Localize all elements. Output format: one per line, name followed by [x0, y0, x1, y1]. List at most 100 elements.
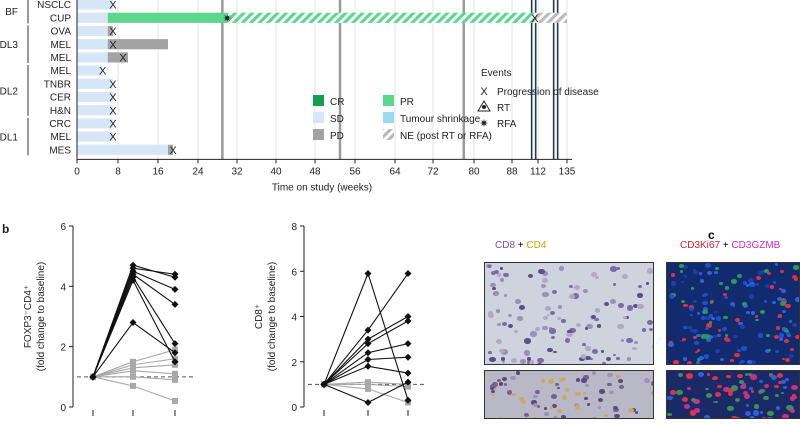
bar-0-seg-0	[77, 0, 113, 10]
if-image-top-cell	[696, 333, 701, 338]
legend-swatch-4	[383, 112, 394, 123]
ihc-image-top-cell	[601, 361, 606, 364]
if-image-bottom-cell	[762, 395, 769, 401]
ihc-image-top-cell	[493, 291, 499, 296]
if-image-bottom-cell	[744, 411, 751, 417]
ihc-image-bottom-cell	[492, 382, 499, 388]
ihc-image-top-cell	[547, 347, 554, 353]
if-image-top-cell	[724, 286, 729, 290]
b2-series-7-point-1	[364, 349, 372, 357]
if-image-bottom-cell	[692, 398, 700, 405]
ihc-image-top-cell	[582, 342, 586, 346]
if-image-top-cell	[692, 268, 697, 272]
ihc-image-top-cell	[626, 338, 633, 344]
if-image-top-cell	[748, 277, 754, 283]
ihc-image-top-cell	[493, 270, 499, 275]
if-image-top-cell	[759, 309, 765, 314]
ihc-image-top-cell	[541, 271, 548, 276]
ihc-image-bottom-cell	[619, 384, 625, 389]
panel-b-letter: b	[2, 222, 9, 236]
if-image-top-cell	[750, 283, 755, 288]
ihc-image-top-cell	[538, 269, 545, 275]
if-image-top-cell	[755, 282, 759, 286]
ihc-image-top-cell	[567, 329, 572, 333]
if-image-top-cell	[679, 264, 684, 268]
ihc-image-bottom-cell	[504, 383, 508, 386]
bar-1-seg-2	[227, 12, 535, 23]
ihc-image-top-cell	[636, 293, 643, 298]
if-image-bottom	[666, 370, 800, 419]
if-image-top-cell	[729, 301, 735, 307]
ihc-image-top-cell	[536, 363, 542, 364]
if-image-bottom-cell	[681, 397, 688, 402]
ihc-image-bottom-cell	[543, 411, 550, 417]
row-label-1: CUP	[50, 13, 71, 24]
ihc-image-bottom-cell	[521, 400, 526, 404]
ihc-image-top-cell	[616, 357, 620, 361]
ihc-image-top-cell	[519, 305, 526, 310]
if-image-bottom-cell	[759, 388, 765, 393]
ihc-image-bottom-cell	[634, 410, 639, 414]
if-image-top-cell	[777, 296, 783, 301]
ihc-image-top-cell	[641, 328, 647, 333]
bar-2-seg-1	[107, 25, 113, 37]
if-image-top-cell	[681, 299, 686, 304]
ihc-image-bottom-cell	[506, 390, 513, 395]
if-image-top-cell	[711, 316, 716, 321]
row-label-5: MEL	[50, 66, 71, 77]
b1-series-7-point-2	[171, 270, 179, 278]
group-label-1: DL3	[0, 40, 18, 51]
event-2-0: X	[109, 26, 117, 38]
if-image-top-cell	[714, 348, 721, 354]
ihc-image-bottom-cell	[533, 394, 539, 399]
if-image-bottom-cell	[791, 384, 799, 391]
if-image-bottom-cell	[678, 372, 684, 377]
if-image-bottom-cell	[694, 408, 700, 413]
left-title-part-2: +	[515, 240, 527, 251]
b1-y-title: FOXP3⁻CD4⁺	[23, 285, 34, 348]
ihc-image-bottom-cell	[651, 381, 653, 386]
legend-event-label-1: RT	[497, 103, 510, 114]
ihc-image-top-cell	[616, 266, 620, 270]
ihc-image-bottom	[484, 370, 654, 419]
ihc-image-top-cell	[487, 313, 494, 319]
if-image-top-cell	[700, 316, 706, 320]
if-image-top-cell	[785, 358, 791, 363]
if-image-top-cell	[747, 359, 753, 364]
if-image-top-cell	[701, 300, 707, 305]
ihc-image-top-cell	[500, 357, 505, 361]
bar-5-seg-0	[77, 65, 103, 76]
ihc-image-top-cell	[637, 304, 644, 310]
if-image-bottom-cell	[726, 374, 732, 379]
ihc-image-top-cell	[499, 349, 505, 354]
b2-series-6-point-2	[404, 317, 412, 325]
if-image-bottom-cell	[778, 381, 782, 385]
if-image-bottom-cell	[686, 373, 694, 379]
ihc-image-top-cell	[526, 361, 530, 364]
legend-swatch-2	[313, 129, 324, 140]
x-tick-label-7: 56	[349, 166, 361, 177]
if-image-top-cell	[722, 315, 728, 320]
if-image-bottom-cell	[717, 385, 722, 389]
ihc-image-top-cell	[514, 299, 521, 304]
ihc-image-top-cell	[529, 360, 534, 364]
ihc-image-top-cell	[566, 331, 574, 338]
if-image-top-cell	[790, 348, 794, 351]
if-image-bottom-cell	[691, 398, 696, 402]
legend-label-4: Tumour shrinkage	[400, 114, 481, 125]
ihc-image-top-cell	[551, 290, 557, 294]
b2-series-9-point-1	[364, 362, 372, 370]
ihc-image-top-cell	[568, 294, 575, 300]
legend-event-label-2: RFA	[497, 119, 517, 130]
legend-label-2: PD	[330, 131, 344, 142]
if-image-bottom-cell	[793, 395, 798, 399]
ihc-image-top-cell	[496, 309, 501, 313]
x-tick-label-1: 8	[115, 166, 121, 177]
if-image-top-cell	[742, 281, 748, 285]
panel-c-letter-text: c	[708, 228, 715, 242]
if-image-top-cell	[670, 281, 677, 286]
if-image-top-cell	[766, 334, 770, 337]
ihc-image-top-cell	[595, 276, 600, 280]
if-image-top-cell	[731, 279, 737, 284]
